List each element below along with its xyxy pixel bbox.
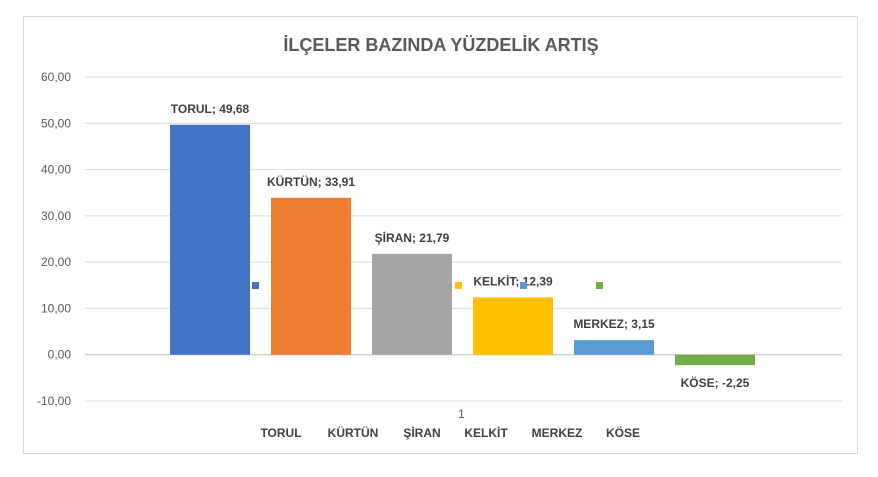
legend: TORUL KÜRTÜN ŞİRAN KELKİT MERKEZ KÖSE — [252, 282, 640, 440]
data-label: KELKİT; 12,39 — [473, 273, 553, 288]
data-label: KÖSE; -2,25 — [681, 375, 750, 390]
bar — [574, 340, 654, 355]
y-tick-label: 60,00 — [41, 70, 71, 84]
y-tick-label: 30,00 — [41, 209, 71, 223]
legend-marker — [596, 282, 603, 289]
legend-marker — [252, 282, 259, 289]
y-tick-label: 0,00 — [48, 348, 72, 362]
bar — [473, 297, 553, 355]
data-label: MERKEZ; 3,15 — [573, 317, 655, 331]
y-tick-label: 10,00 — [41, 301, 71, 315]
chart-frame — [23, 16, 858, 454]
legend-item: TORUL — [260, 426, 301, 440]
legend-item: ŞİRAN — [403, 425, 440, 440]
data-label: KÜRTÜN; 33,91 — [267, 174, 355, 189]
y-tick-label: 20,00 — [41, 255, 71, 269]
y-tick-label: -10,00 — [37, 394, 71, 408]
legend-item: KÜRTÜN — [328, 425, 379, 440]
bar — [271, 197, 351, 355]
data-label: TORUL; 49,68 — [171, 102, 250, 116]
legend-item: KELKİT — [464, 425, 508, 440]
x-tick-label: 1 — [458, 407, 465, 421]
legend-item: KÖSE — [606, 425, 640, 440]
legend-item: MERKEZ — [532, 426, 583, 440]
data-label: ŞİRAN; 21,79 — [375, 230, 450, 245]
bar — [675, 354, 755, 366]
x-axis: 1 — [458, 407, 465, 421]
bar — [372, 253, 452, 355]
y-tick-label: 50,00 — [41, 116, 71, 130]
legend-marker — [520, 282, 527, 289]
bar — [170, 124, 250, 355]
bars — [170, 124, 755, 366]
legend-marker — [455, 282, 462, 289]
chart-title: İLÇELER BAZINDA YÜZDELİK ARTIŞ — [283, 35, 598, 55]
y-tick-label: 40,00 — [41, 163, 71, 177]
y-axis: -10,00 0,00 10,00 20,00 30,00 40,00 50,00 60,00 — [37, 70, 71, 408]
data-labels: TORUL; 49,68 KÜRTÜN; 33,91 ŞİRAN; 21,79 KEL… — [171, 102, 750, 390]
